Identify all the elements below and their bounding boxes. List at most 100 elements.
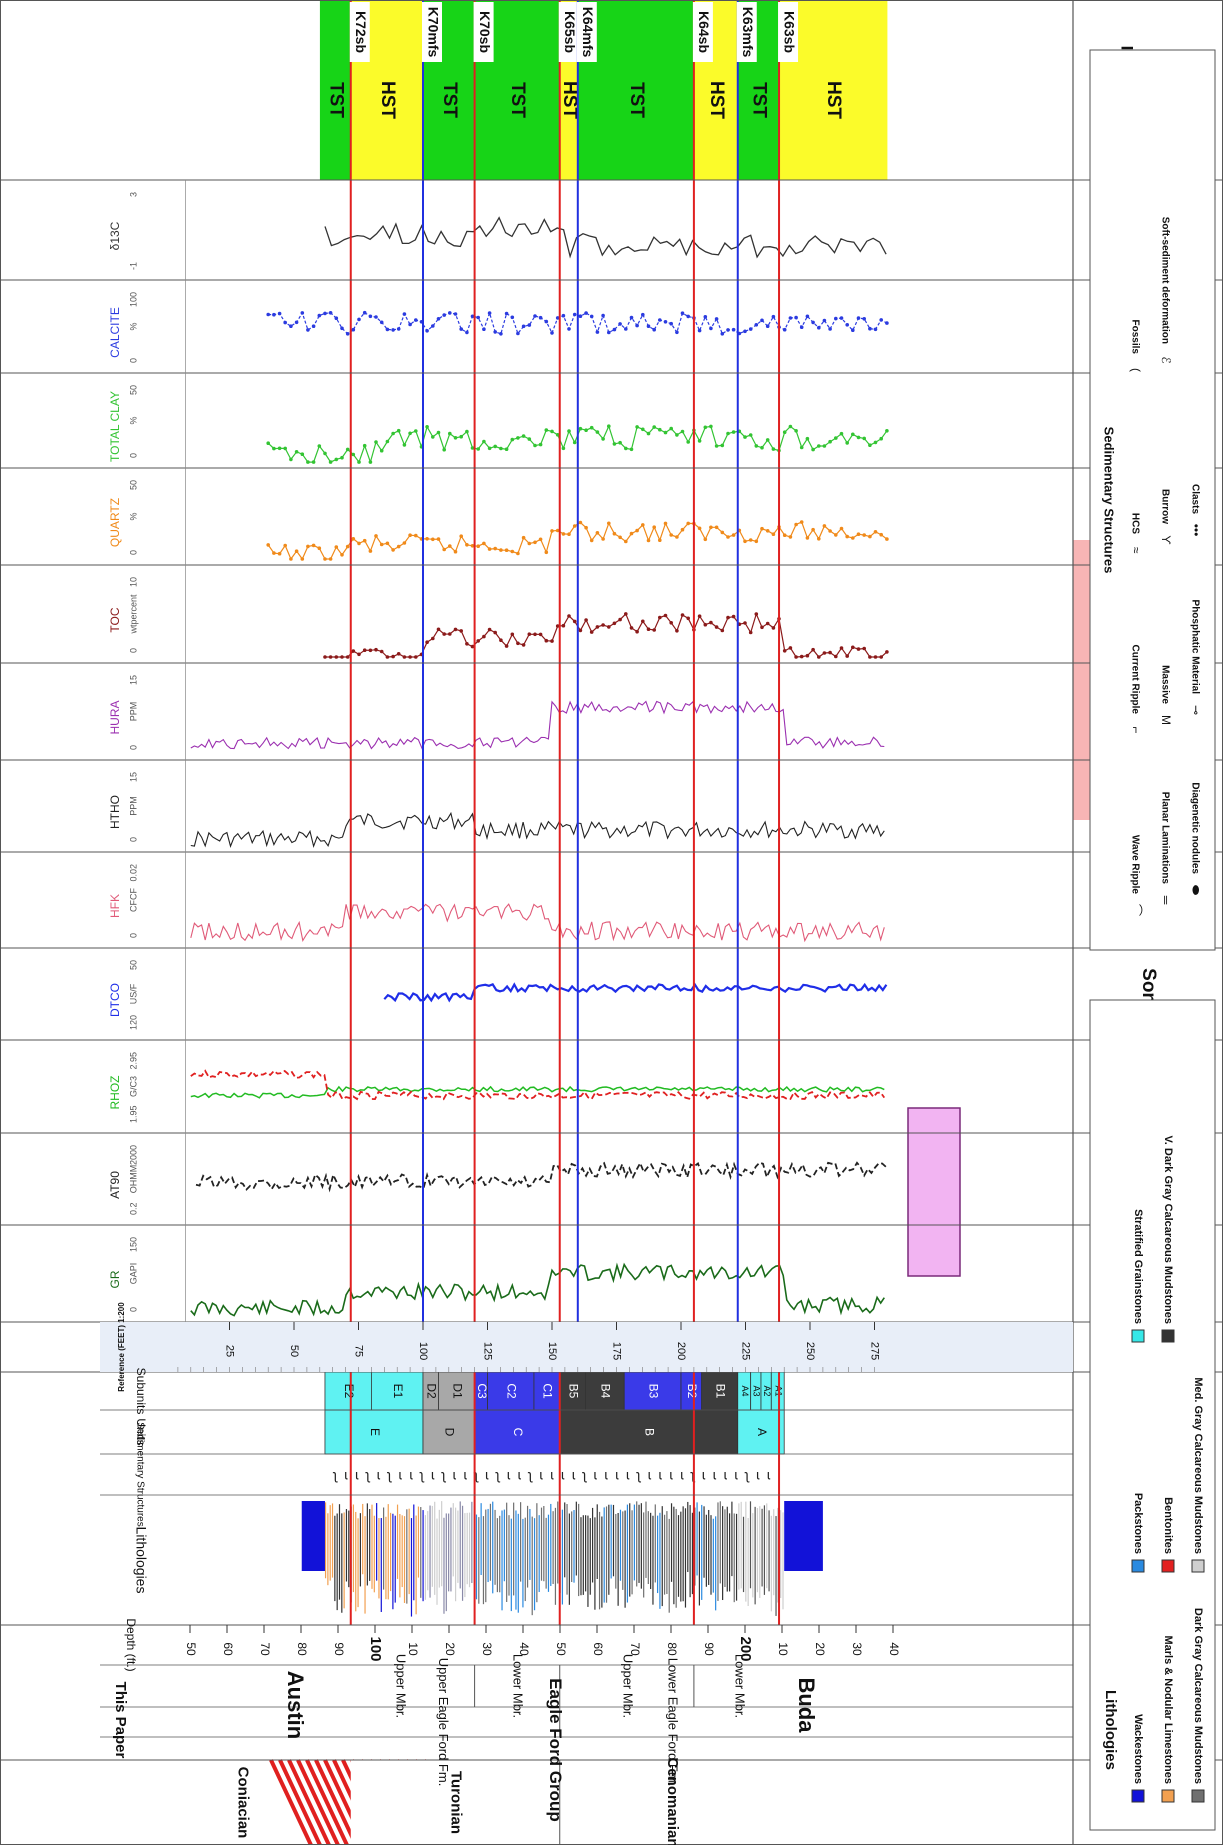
structure-mark: ɩ bbox=[767, 1467, 771, 1483]
a1-highlight bbox=[907, 1107, 961, 1277]
curve-point bbox=[323, 311, 327, 316]
curve-point bbox=[703, 622, 708, 627]
lith-stripe bbox=[768, 1510, 770, 1592]
curve-point bbox=[561, 313, 566, 318]
legend-structure-symbol: ≈ bbox=[1129, 547, 1143, 554]
curve-point bbox=[771, 532, 776, 536]
curve-point bbox=[663, 613, 668, 618]
track-name-k: HFK bbox=[108, 894, 122, 918]
curve-point bbox=[323, 557, 327, 561]
curve-point bbox=[294, 450, 299, 454]
curve-point bbox=[379, 448, 384, 453]
curve-point bbox=[453, 436, 458, 440]
curve-point bbox=[487, 627, 492, 632]
curve-point bbox=[624, 446, 628, 451]
curve-point bbox=[306, 544, 310, 549]
curve-point bbox=[782, 430, 787, 435]
curve-point bbox=[760, 625, 764, 630]
structure-mark: ɩ bbox=[399, 1467, 403, 1483]
curve-dens bbox=[190, 1085, 885, 1099]
lith-stripe bbox=[622, 1511, 624, 1590]
reference-tick-label: 75 bbox=[353, 1345, 365, 1357]
subunit-label: E1 bbox=[391, 1384, 405, 1399]
curve-point bbox=[589, 630, 594, 634]
curve-point bbox=[328, 460, 333, 464]
lith-stripe bbox=[387, 1504, 389, 1600]
curve-point bbox=[448, 431, 452, 436]
curve-point bbox=[345, 544, 350, 549]
lith-stripe bbox=[554, 1507, 557, 1605]
curve-point bbox=[294, 320, 299, 325]
curve-point bbox=[362, 538, 367, 543]
curve-point bbox=[675, 433, 679, 437]
curve-point bbox=[845, 654, 849, 658]
curve-point bbox=[385, 541, 390, 546]
structure-mark: ʅ bbox=[365, 1467, 370, 1483]
curve-point bbox=[703, 315, 708, 319]
track-max-gr: 150 bbox=[128, 1237, 138, 1252]
curve-point bbox=[624, 612, 628, 616]
curve-point bbox=[550, 429, 554, 434]
curve-point bbox=[277, 446, 282, 451]
lith-stripe bbox=[684, 1508, 687, 1608]
curve-point bbox=[652, 327, 656, 332]
lith-stripe bbox=[761, 1508, 763, 1587]
curve-point bbox=[652, 425, 656, 429]
curve-point bbox=[391, 654, 395, 659]
curve-point bbox=[709, 326, 713, 331]
curve-point bbox=[294, 549, 299, 553]
structure-mark: ʅ bbox=[333, 1467, 338, 1483]
curve-point bbox=[675, 629, 679, 633]
structure-mark: ɩ bbox=[550, 1467, 554, 1483]
curve-point bbox=[289, 324, 293, 329]
curve-point bbox=[805, 536, 810, 540]
curve-point bbox=[669, 621, 673, 625]
curve-point bbox=[595, 531, 600, 535]
age-cover bbox=[350, 1760, 1073, 1845]
structure-mark: ʅ bbox=[636, 1467, 641, 1483]
lith-stripe bbox=[413, 1504, 415, 1601]
curve-point bbox=[300, 452, 305, 457]
lith-stripe bbox=[373, 1515, 375, 1593]
curve-point bbox=[760, 526, 764, 531]
lith-stripe bbox=[445, 1513, 447, 1612]
curve-point bbox=[351, 452, 356, 457]
curve-point bbox=[680, 613, 685, 617]
subunit-label: B3 bbox=[646, 1384, 660, 1399]
lith-stripe bbox=[589, 1518, 591, 1595]
curve-point bbox=[601, 623, 605, 627]
curve-point bbox=[680, 527, 685, 532]
track-min-u: 0 bbox=[128, 745, 138, 750]
curve-point bbox=[618, 440, 622, 445]
curve-point bbox=[607, 330, 611, 335]
curve-point bbox=[374, 315, 378, 319]
lith-stripe bbox=[601, 1516, 603, 1608]
curve-point bbox=[629, 626, 634, 630]
curve-point bbox=[306, 460, 310, 464]
depth-tick-label: 70 bbox=[258, 1642, 272, 1656]
reference-tick-label: 100 bbox=[417, 1342, 429, 1360]
surface-label-bg bbox=[558, 2, 579, 62]
subunit-E1 bbox=[370, 1371, 424, 1411]
curve-point bbox=[391, 548, 395, 552]
curve-point bbox=[714, 444, 719, 448]
lith-stripe bbox=[687, 1501, 689, 1573]
subunit-label: B2 bbox=[685, 1384, 699, 1399]
curve-point bbox=[641, 619, 645, 624]
lith-stripe bbox=[389, 1512, 392, 1592]
reference-tick-label: 150 bbox=[546, 1342, 558, 1360]
curve-point bbox=[436, 430, 441, 435]
lith-stripe bbox=[543, 1505, 545, 1582]
subheader-lithologies: Lithologies bbox=[133, 1527, 149, 1594]
curve-point bbox=[277, 551, 282, 556]
member-label: Lower Mbr. bbox=[733, 1654, 748, 1718]
curve-point bbox=[589, 425, 594, 430]
lith-stripe bbox=[733, 1513, 735, 1603]
curve-point bbox=[862, 533, 866, 537]
age-cenomanian: Cenomanian bbox=[664, 1757, 681, 1845]
legend-structure-symbol: ⬬ bbox=[1189, 885, 1203, 896]
tract-label: HST bbox=[559, 81, 580, 119]
lith-stripe bbox=[749, 1501, 752, 1589]
lith-stripe bbox=[552, 1511, 554, 1584]
